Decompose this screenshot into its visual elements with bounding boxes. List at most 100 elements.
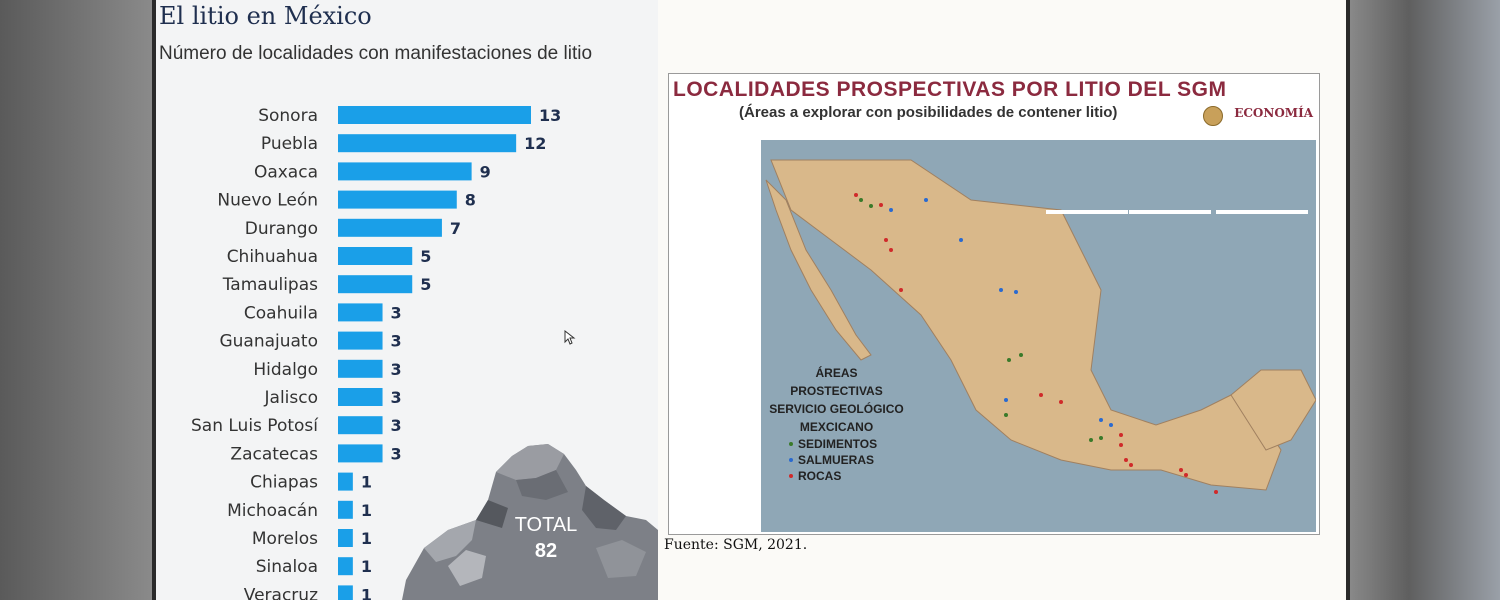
rock-pile-illustration [402, 444, 658, 600]
legend-item-rocas: ROCAS [789, 468, 877, 484]
economia-logo: ECONOMÍA [1234, 106, 1313, 120]
legend-label: SALMUERAS [798, 453, 875, 467]
legend-item-salmueras: SALMUERAS [789, 452, 877, 468]
bar-chihuahua [338, 247, 413, 265]
map-points [854, 193, 1218, 494]
category-label: Nuevo León [217, 191, 318, 211]
legend-label: ROCAS [798, 469, 842, 483]
value-label: 3 [391, 360, 402, 379]
map-point [889, 248, 893, 252]
map-point [1099, 436, 1103, 440]
page-subtitle: Número de localidades con manifestacione… [159, 43, 593, 64]
map-point [1184, 473, 1188, 477]
red-dot-icon [789, 474, 793, 478]
category-label: Veracruz [244, 585, 318, 600]
value-label: 3 [391, 388, 402, 407]
category-label: Chihuahua [227, 247, 318, 267]
map-point [1099, 418, 1103, 422]
map-point [899, 288, 903, 292]
bar-hidalgo [338, 359, 383, 378]
map-card: LOCALIDADES PROSPECTIVAS POR LITIO DEL S… [668, 73, 1320, 535]
bar-san-luis-potosí [338, 416, 383, 435]
map-point [1109, 423, 1113, 427]
value-label: 7 [450, 219, 461, 238]
category-label: Zacatecas [230, 444, 318, 464]
bar-nuevo-león [338, 190, 457, 209]
map-point [1214, 490, 1218, 494]
category-label: San Luis Potosí [191, 416, 319, 436]
green-dot-icon [789, 442, 793, 446]
frame-edge-left [152, 0, 156, 600]
map-caption-line: SERVICIO GEOLÓGICO [769, 402, 904, 416]
map-point [959, 238, 963, 242]
value-label: 3 [391, 444, 402, 463]
map-caption-line: ÁREAS PROSTECTIVAS [790, 366, 883, 398]
category-label: Morelos [252, 529, 318, 549]
map-point [1119, 443, 1123, 447]
total-label: TOTAL [514, 514, 578, 536]
map-point [1014, 290, 1018, 294]
category-label: Hidalgo [253, 360, 318, 380]
legend-box-salmueras [1129, 210, 1211, 214]
page-title: El litio en México [159, 2, 372, 30]
bar-jalisco [338, 388, 383, 406]
bar-veracruz [338, 585, 353, 600]
value-label: 9 [480, 162, 491, 181]
map-subtitle: (Áreas a explorar con posibilidades de c… [739, 104, 1118, 121]
baja-california [765, 179, 872, 361]
value-label: 1 [361, 501, 372, 520]
map-point [884, 238, 888, 242]
legend-item-sedimentos: SEDIMENTOS [789, 436, 877, 452]
background-left [0, 0, 152, 600]
category-label: Puebla [261, 134, 318, 154]
category-label: Coahuila [244, 303, 318, 323]
map-point [999, 288, 1003, 292]
source-note: Fuente: SGM, 2021. [664, 537, 808, 553]
mouse-cursor-icon [564, 330, 576, 345]
map-point [879, 203, 883, 207]
value-label: 1 [361, 473, 372, 492]
chart-panel: El litio en México Número de localidades… [156, 0, 658, 600]
value-label: 13 [539, 106, 561, 125]
map-title: LOCALIDADES PROSPECTIVAS POR LITIO DEL S… [673, 78, 1227, 101]
category-label: Durango [245, 219, 318, 239]
frame-edge-right [1346, 0, 1350, 600]
category-label: Sinaloa [256, 557, 318, 577]
category-label: Tamaulipas [222, 275, 318, 295]
mexico-mainland [770, 159, 1282, 491]
slide: El litio en México Número de localidades… [156, 0, 1346, 600]
bar-durango [338, 218, 442, 237]
category-label: Jalisco [264, 388, 318, 408]
map-point [1119, 433, 1123, 437]
value-label: 5 [420, 247, 431, 266]
map-point [924, 198, 928, 202]
value-label: 12 [524, 134, 546, 153]
map-point [889, 208, 893, 212]
map-point [1124, 458, 1128, 462]
value-label: 8 [465, 191, 476, 210]
bar-sinaloa [338, 557, 353, 576]
map-point [1004, 398, 1008, 402]
legend-label: SEDIMENTOS [798, 437, 878, 451]
bar-tamaulipas [338, 275, 413, 294]
map-point [1019, 353, 1023, 357]
map-point [1179, 468, 1183, 472]
legend-box-rocas [1216, 210, 1308, 214]
legend-box-sedimentos [1046, 210, 1128, 214]
value-label: 1 [361, 529, 372, 548]
map-point [1089, 438, 1093, 442]
bar-michoacán [338, 500, 353, 519]
value-label: 3 [391, 303, 402, 322]
value-label: 3 [391, 416, 402, 435]
value-label: 5 [420, 275, 431, 294]
blue-dot-icon [789, 458, 793, 462]
value-label: 3 [391, 332, 402, 351]
bar-oaxaca [338, 162, 472, 181]
total-value: 82 [534, 540, 558, 562]
map-caption: ÁREAS PROSTECTIVAS SERVICIO GEOLÓGICO ME… [769, 364, 904, 436]
map-point [1059, 400, 1063, 404]
map-panel: LOCALIDADES PROSPECTIVAS POR LITIO DEL S… [658, 0, 1346, 600]
bar-coahuila [338, 303, 383, 322]
